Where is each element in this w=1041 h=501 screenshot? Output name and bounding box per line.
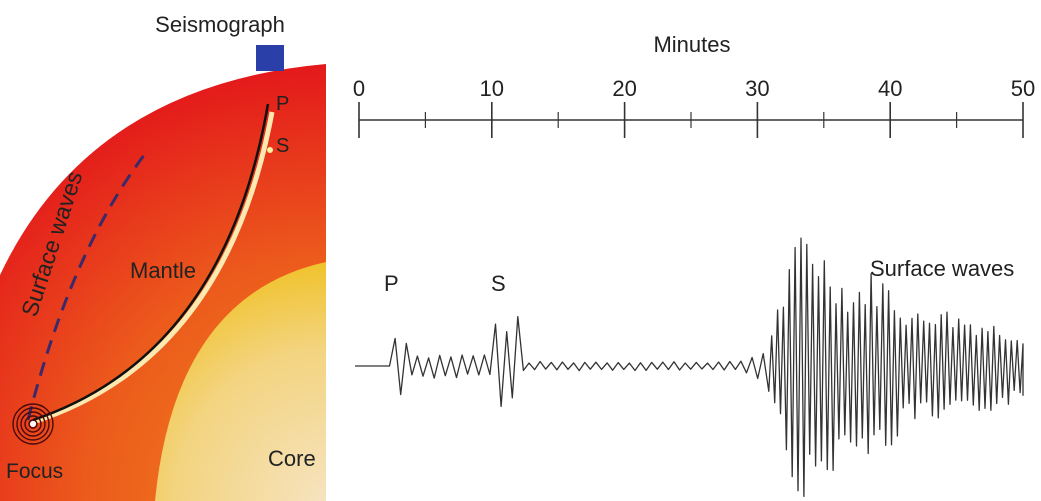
tick-label: 0 — [353, 76, 365, 101]
axis-ticks: 0 10 20 30 40 50 — [353, 76, 1035, 138]
focus-label: Focus — [6, 460, 63, 483]
core-label: Core — [268, 446, 316, 471]
seismogram-s-label: S — [491, 271, 506, 296]
ray-s-label: S — [276, 135, 289, 157]
tick-label: 20 — [612, 76, 636, 101]
earth-cross-section — [0, 64, 326, 501]
mantle-label: Mantle — [130, 258, 196, 283]
core-region — [155, 262, 326, 501]
seismogram-trace — [355, 237, 1024, 498]
tick-label: 50 — [1011, 76, 1035, 101]
ray-path — [32, 103, 270, 422]
focus-icon — [12, 403, 54, 445]
tick-label: 10 — [480, 76, 504, 101]
s-arrival-dot — [267, 147, 273, 153]
focus-center — [30, 421, 36, 427]
tick-label: 30 — [745, 76, 769, 101]
surface-wave-path — [26, 149, 150, 421]
tick-label: 40 — [878, 76, 902, 101]
seismogram-surface-waves-label: Surface waves — [870, 256, 1014, 281]
seismogram-p-label: P — [384, 271, 399, 296]
seismograph-label: Seismograph — [155, 12, 285, 37]
seismograph-icon — [256, 45, 284, 71]
ray-path-highlight — [32, 111, 275, 425]
axis-title: Minutes — [653, 32, 730, 57]
ray-p-label: P — [276, 93, 289, 115]
seismogram: Minutes 0 10 20 30 40 50 P S Surface waves — [353, 32, 1035, 498]
